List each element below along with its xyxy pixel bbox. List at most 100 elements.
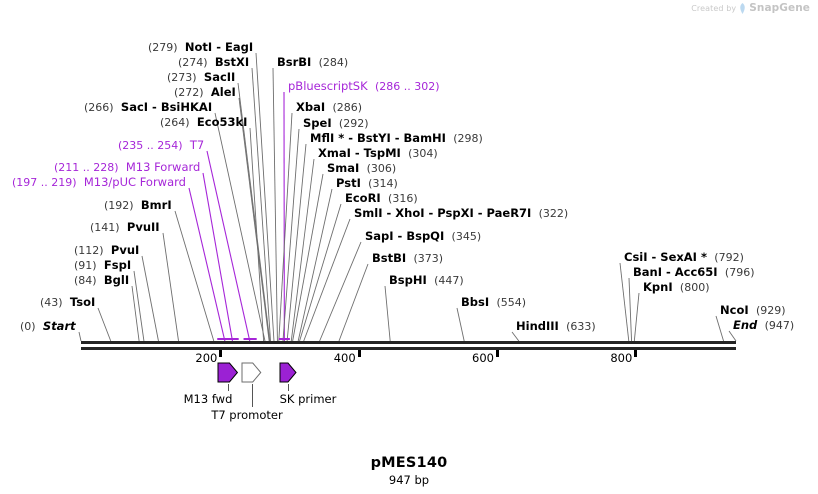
annotation-name: SapI - BspQI bbox=[365, 229, 445, 243]
annotation-name: BspHI bbox=[389, 273, 427, 287]
watermark-prefix: Created by bbox=[691, 3, 737, 13]
annotation-label-r-psti[interactable]: PstI (314) bbox=[336, 176, 398, 191]
annotation-label-r-bbsi[interactable]: BbsI (554) bbox=[461, 295, 526, 310]
annotation-name: MflI * - BstYI - BamHI bbox=[310, 131, 446, 145]
annotation-name: PvuII bbox=[126, 220, 160, 234]
leader-line-l-tsoi bbox=[97, 307, 112, 342]
annotation-name: SmlI - XhoI - PspXI - PaeR7I bbox=[354, 206, 532, 220]
annotation-label-r-smai[interactable]: SmaI (306) bbox=[327, 161, 396, 176]
feature-arrow-label-ar-skprim: SK primer bbox=[279, 392, 337, 406]
feature-arrow-label-ar-m13fwd: M13 fwd bbox=[183, 392, 233, 406]
annotation-label-l-start[interactable]: (0) Start bbox=[20, 319, 76, 334]
snapgene-watermark: Created by SnapGene bbox=[691, 2, 810, 14]
annotation-label-r-kpni[interactable]: KpnI (800) bbox=[643, 280, 710, 295]
feature-arrow-label-ar-t7prom: T7 promoter bbox=[211, 408, 283, 422]
annotation-label-r-ncoi[interactable]: NcoI (929) bbox=[720, 304, 786, 318]
leader-line-r-csii bbox=[619, 262, 630, 342]
annotation-label-l-pvuii[interactable]: (141) PvuII bbox=[90, 220, 160, 235]
annotation-name: T7 bbox=[189, 138, 205, 152]
annotation-label-l-bgli[interactable]: (84) BglI bbox=[74, 273, 130, 288]
title-block: pMES140 947 bp bbox=[0, 455, 818, 487]
annotation-name: SmaI bbox=[327, 161, 360, 175]
annotation-position: (264) bbox=[160, 116, 190, 129]
annotation-position: (292) bbox=[338, 117, 369, 130]
annotation-label-r-pbluescript[interactable]: pBluescriptSK (286 .. 302) bbox=[288, 80, 440, 94]
leader-line-r-xmai bbox=[290, 158, 315, 342]
annotation-label-l-m13fwd[interactable]: (211 .. 228) M13 Forward bbox=[54, 161, 200, 175]
annotation-label-l-fspi[interactable]: (91) FspI bbox=[74, 259, 131, 273]
feature-arrow-ar-t7prom[interactable] bbox=[241, 362, 262, 387]
annotation-label-l-t7[interactable]: (235 .. 254) T7 bbox=[118, 138, 205, 153]
annotation-label-r-sapi[interactable]: SapI - BspQI (345) bbox=[365, 229, 482, 244]
annotation-position: (192) bbox=[104, 199, 134, 212]
leader-line-r-bani bbox=[628, 277, 633, 342]
annotation-position: (796) bbox=[724, 266, 755, 279]
leader-line-r-bsrbi bbox=[272, 67, 278, 342]
annotation-name: BstXI bbox=[214, 55, 250, 69]
annotation-label-l-pvui[interactable]: (112) PvuI bbox=[74, 244, 139, 258]
annotation-position: (286) bbox=[332, 101, 363, 114]
annotation-position: (286 .. 302) bbox=[374, 80, 440, 93]
leader-line-r-bbsi bbox=[456, 307, 465, 342]
leader-line-r-psti bbox=[297, 188, 333, 342]
leader-line-l-t7 bbox=[206, 150, 251, 342]
leader-line-r-smai bbox=[292, 173, 324, 342]
annotation-position: (272) bbox=[174, 86, 204, 99]
annotation-label-l-bstxi[interactable]: (274) BstXI bbox=[178, 55, 250, 70]
annotation-position: (345) bbox=[451, 230, 482, 243]
annotation-label-r-xbai[interactable]: XbaI (286) bbox=[296, 101, 363, 115]
leader-line-l-bgli bbox=[131, 285, 140, 342]
annotation-name: KpnI bbox=[643, 280, 673, 294]
feature-arrow-ar-m13fwd[interactable] bbox=[217, 362, 239, 387]
annotation-label-r-xmai[interactable]: XmaI - TspMI (304) bbox=[318, 146, 438, 161]
annotation-position: (322) bbox=[538, 207, 569, 220]
leader-line-r-ncoi bbox=[715, 315, 724, 342]
annotation-name: Eco53kI bbox=[196, 115, 248, 129]
leader-line-r-xbai bbox=[278, 112, 293, 342]
page-title: pMES140 bbox=[370, 455, 448, 471]
annotation-name: XmaI - TspMI bbox=[318, 146, 401, 160]
leader-line-l-alei bbox=[238, 97, 270, 342]
annotation-label-r-ecori[interactable]: EcoRI (316) bbox=[345, 192, 418, 206]
leader-line-l-start bbox=[78, 331, 82, 342]
annotation-position: (0) bbox=[20, 320, 36, 333]
annotation-label-r-bani[interactable]: BanI - Acc65I (796) bbox=[633, 266, 755, 280]
annotation-label-r-csii[interactable]: CsiI - SexAI * (792) bbox=[624, 251, 744, 265]
annotation-label-r-smli[interactable]: SmlI - XhoI - PspXI - PaeR7I (322) bbox=[354, 206, 569, 221]
annotation-name: BstBI bbox=[372, 251, 407, 265]
annotation-label-r-bstbi[interactable]: BstBI (373) bbox=[372, 251, 443, 266]
feature-arrow-ar-skprim[interactable] bbox=[279, 362, 297, 387]
annotation-label-l-saci[interactable]: (266) SacI - BsiHKAI bbox=[84, 101, 212, 115]
annotation-position: (800) bbox=[679, 281, 710, 294]
leader-line-r-end bbox=[728, 330, 737, 342]
annotation-label-l-sacii[interactable]: (273) SacII bbox=[167, 71, 235, 85]
leader-line-r-bsphi bbox=[384, 285, 391, 342]
annotation-label-r-bsrbi[interactable]: BsrBI (284) bbox=[277, 55, 348, 70]
annotation-name: BsrBI bbox=[277, 55, 312, 69]
leader-line-l-bstxi bbox=[251, 67, 271, 342]
annotation-label-l-bmri[interactable]: (192) BmrI bbox=[104, 199, 172, 213]
annotation-name: End bbox=[733, 318, 758, 332]
annotation-label-l-tsoi[interactable]: (43) TsoI bbox=[40, 296, 95, 310]
annotation-label-l-noti[interactable]: (279) NotI - EagI bbox=[148, 41, 253, 55]
annotation-name: BbsI bbox=[461, 295, 490, 309]
annotation-label-r-spei[interactable]: SpeI (292) bbox=[303, 117, 369, 131]
annotation-label-r-end[interactable]: End (947) bbox=[733, 318, 794, 333]
annotation-label-r-bsphi[interactable]: BspHI (447) bbox=[389, 273, 464, 288]
annotation-label-l-m13puc[interactable]: (197 .. 219) M13/pUC Forward bbox=[12, 176, 186, 190]
annotation-name: Start bbox=[42, 319, 76, 333]
annotation-name: HindIII bbox=[516, 319, 559, 333]
leader-line-l-fspi bbox=[133, 270, 145, 342]
annotation-label-r-mfli[interactable]: MflI * - BstYI - BamHI (298) bbox=[310, 131, 483, 146]
annotation-label-l-eco53ki[interactable]: (264) Eco53kI bbox=[160, 115, 248, 130]
annotation-name: AleI bbox=[210, 85, 236, 99]
annotation-name: BglI bbox=[103, 273, 130, 287]
leader-line-l-saci bbox=[214, 112, 266, 342]
annotation-position: (298) bbox=[453, 132, 483, 145]
annotation-label-l-alei[interactable]: (272) AleI bbox=[174, 85, 236, 100]
annotation-label-r-hindiii[interactable]: HindIII (633) bbox=[516, 319, 596, 334]
annotation-name: PstI bbox=[336, 176, 361, 190]
annotation-position: (84) bbox=[74, 274, 97, 287]
